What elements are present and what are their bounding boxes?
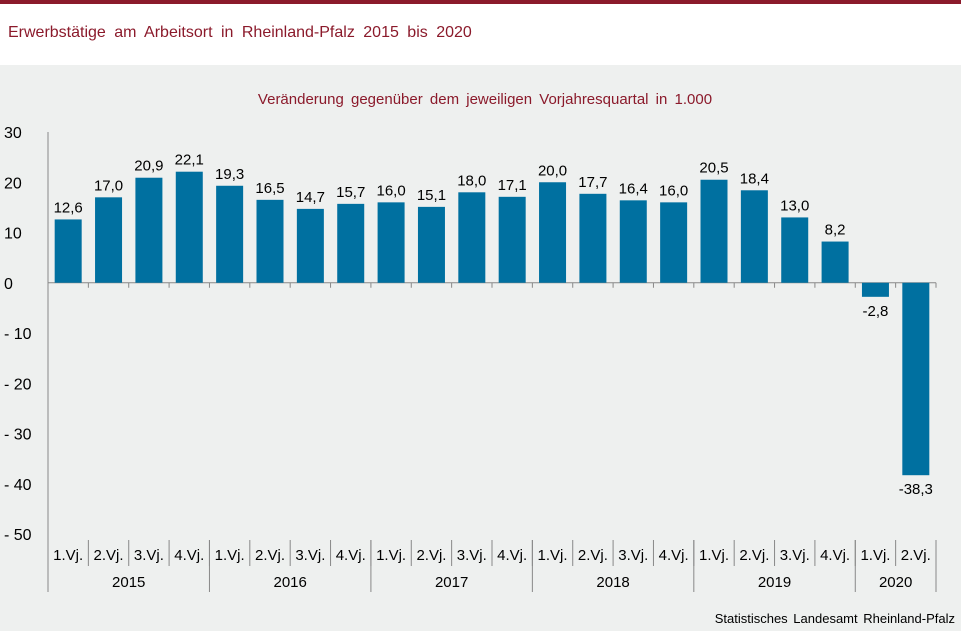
data-label: 12,6 — [54, 199, 83, 216]
category-label: 4.Vj. — [174, 547, 204, 564]
chart-panel — [0, 73, 961, 631]
chart-title: Veränderung gegenüber dem jeweiligen Vor… — [257, 91, 713, 108]
category-label: 1.Vj. — [538, 547, 568, 564]
bar — [175, 171, 203, 283]
data-label: -38,3 — [899, 481, 933, 498]
category-label: 4.Vj. — [659, 547, 689, 564]
bar — [539, 182, 567, 283]
bar — [54, 219, 82, 283]
data-label: 19,3 — [215, 166, 244, 183]
data-label: 17,0 — [94, 177, 123, 194]
bar — [216, 185, 244, 283]
y-tick-label: - 20 — [4, 376, 32, 393]
bar — [417, 206, 445, 283]
data-label: 17,1 — [498, 177, 527, 194]
y-tick-label: - 50 — [4, 527, 32, 544]
bar — [619, 200, 647, 283]
bar — [740, 190, 768, 283]
data-label: 18,0 — [457, 172, 486, 189]
y-tick-label: 20 — [4, 175, 22, 192]
category-label: 2.Vj. — [255, 547, 285, 564]
y-tick-label: 30 — [4, 125, 22, 142]
data-label: 20,5 — [699, 160, 728, 177]
category-label: 3.Vj. — [134, 547, 164, 564]
bar — [579, 193, 607, 283]
bar — [861, 282, 889, 297]
bar — [377, 202, 405, 283]
data-label: 13,0 — [780, 197, 809, 214]
bar — [781, 217, 809, 283]
category-label: 3.Vj. — [780, 547, 810, 564]
category-label: 4.Vj. — [820, 547, 850, 564]
data-label: 20,9 — [134, 158, 163, 175]
source-note: Statistisches Landesamt Rheinland-Pfalz — [714, 611, 955, 626]
category-label: 3.Vj. — [618, 547, 648, 564]
category-label: 3.Vj. — [295, 547, 325, 564]
data-label: 18,4 — [740, 170, 769, 187]
category-label: 1.Vj. — [53, 547, 83, 564]
category-label: 2.Vj. — [739, 547, 769, 564]
category-label: 4.Vj. — [336, 547, 366, 564]
bar — [660, 202, 688, 283]
data-label: 17,7 — [578, 174, 607, 191]
bar — [902, 282, 930, 476]
year-label: 2015 — [112, 574, 145, 591]
category-label: 2.Vj. — [94, 547, 124, 564]
category-label: 2.Vj. — [901, 547, 931, 564]
y-tick-label: - 40 — [4, 477, 32, 494]
y-tick-label: 0 — [4, 276, 13, 293]
bar — [135, 177, 163, 283]
bar — [821, 241, 849, 283]
bar — [337, 203, 365, 283]
data-label: 15,7 — [336, 184, 365, 201]
bar — [95, 197, 123, 283]
page-title: Erwerbstätige am Arbeitsort in Rheinland… — [8, 24, 472, 41]
bar — [498, 196, 526, 283]
category-label: 1.Vj. — [699, 547, 729, 564]
category-label: 1.Vj. — [376, 547, 406, 564]
data-label: 16,5 — [255, 180, 284, 197]
year-label: 2020 — [879, 574, 912, 591]
year-label: 2019 — [758, 574, 791, 591]
data-label: 14,7 — [296, 189, 325, 206]
year-label: 2017 — [435, 574, 468, 591]
category-label: 3.Vj. — [457, 547, 487, 564]
category-label: 1.Vj. — [215, 547, 245, 564]
bar — [458, 192, 486, 283]
bar — [256, 199, 284, 283]
year-label: 2018 — [596, 574, 629, 591]
y-tick-label: 10 — [4, 226, 22, 243]
data-label: 16,0 — [659, 182, 688, 199]
category-label: 2.Vj. — [416, 547, 446, 564]
header: Erwerbstätige am Arbeitsort in Rheinland… — [0, 4, 961, 65]
category-label: 2.Vj. — [578, 547, 608, 564]
data-label: 16,0 — [376, 182, 405, 199]
top-accent-bar — [0, 0, 961, 4]
data-label: -2,8 — [863, 303, 889, 320]
data-label: 22,1 — [175, 152, 204, 169]
y-tick-label: - 10 — [4, 326, 32, 343]
data-label: 8,2 — [825, 222, 846, 239]
data-label: 15,1 — [417, 187, 446, 204]
y-tick-label: - 30 — [4, 427, 32, 444]
year-label: 2016 — [273, 574, 306, 591]
data-label: 16,4 — [619, 180, 648, 197]
bar — [700, 179, 728, 283]
data-label: 20,0 — [538, 162, 567, 179]
category-label: 1.Vj. — [860, 547, 890, 564]
bar — [296, 208, 324, 283]
category-label: 4.Vj. — [497, 547, 527, 564]
